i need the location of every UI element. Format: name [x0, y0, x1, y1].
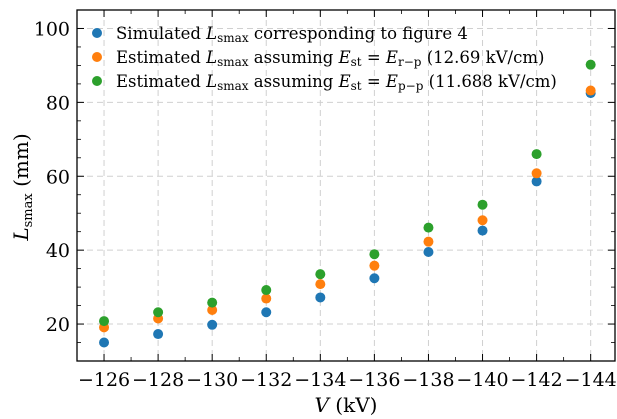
- legend-entry-estimated-pp: Estimated Lsmax assuming Est = Ep−p (11.…: [92, 72, 557, 93]
- legend: Simulated Lsmax corresponding to figure …: [92, 24, 557, 93]
- data-point-series-2: [477, 215, 488, 226]
- data-point-series-3: [423, 222, 434, 233]
- x-tick-label: −132: [240, 369, 292, 391]
- legend-marker-estimated-rp: [92, 52, 102, 62]
- data-point-series-3: [369, 249, 380, 260]
- data-point-series-3: [207, 297, 218, 308]
- x-tick-label: −134: [294, 369, 346, 391]
- y-tick-label: 100: [34, 18, 70, 40]
- data-point-series-3: [99, 316, 110, 327]
- y-tick-labels: 20 40 60 80 100: [34, 18, 70, 336]
- x-tick-label: −130: [186, 369, 238, 391]
- data-point-series-3: [261, 285, 272, 296]
- data-point-series-2: [423, 236, 434, 247]
- x-tick-label: −128: [132, 369, 184, 391]
- x-tick-label: −136: [348, 369, 400, 391]
- data-point-series-1: [315, 292, 326, 303]
- data-point-series-2: [261, 293, 272, 304]
- data-point-series-1: [423, 247, 434, 258]
- legend-label-estimated-pp: Estimated Lsmax assuming Est = Ep−p (11.…: [116, 72, 557, 93]
- data-point-series-2: [585, 85, 596, 96]
- legend-label-simulated: Simulated Lsmax corresponding to figure …: [116, 24, 468, 45]
- x-tick-label: −142: [511, 369, 563, 391]
- data-point-series-3: [315, 269, 326, 280]
- data-point-series-1: [261, 307, 272, 318]
- x-tick-label: −140: [456, 369, 508, 391]
- y-tick-label: 80: [46, 92, 70, 114]
- data-point-series-2: [369, 260, 380, 271]
- y-axis-label: Lsmax (mm): [9, 133, 36, 241]
- legend-entry-simulated: Simulated Lsmax corresponding to figure …: [92, 24, 468, 45]
- data-point-series-1: [477, 225, 488, 236]
- y-tick-label: 40: [46, 240, 70, 262]
- legend-marker-estimated-pp: [92, 76, 102, 86]
- data-point-series-1: [369, 273, 380, 284]
- data-point-series-1: [99, 337, 110, 348]
- data-points: [99, 59, 596, 348]
- y-tick-label: 60: [46, 166, 70, 188]
- plot-frame: [76, 9, 616, 362]
- data-point-series-3: [585, 59, 596, 70]
- x-tick-label: −144: [565, 369, 617, 391]
- data-point-series-1: [153, 329, 164, 340]
- x-tick-label: −126: [78, 369, 130, 391]
- data-point-series-3: [531, 149, 542, 160]
- data-point-series-3: [153, 307, 164, 318]
- data-point-series-2: [531, 168, 542, 179]
- data-point-series-1: [207, 319, 218, 330]
- x-tick-labels: −126 −128 −130 −132 −134 −136 −138 −140 −142 −144: [78, 369, 617, 391]
- x-tick-label: −138: [402, 369, 454, 391]
- data-point-series-3: [477, 199, 488, 210]
- legend-entry-estimated-rp: Estimated Lsmax assuming Est = Er−p (12.…: [92, 48, 544, 69]
- legend-marker-simulated: [92, 28, 102, 38]
- data-point-series-2: [207, 305, 218, 316]
- legend-label-estimated-rp: Estimated Lsmax assuming Est = Er−p (12.…: [116, 48, 544, 69]
- data-point-series-2: [315, 279, 326, 290]
- x-axis-label: V (kV): [315, 393, 378, 417]
- y-tick-label: 20: [46, 314, 70, 336]
- data-point-series-1: [531, 176, 542, 187]
